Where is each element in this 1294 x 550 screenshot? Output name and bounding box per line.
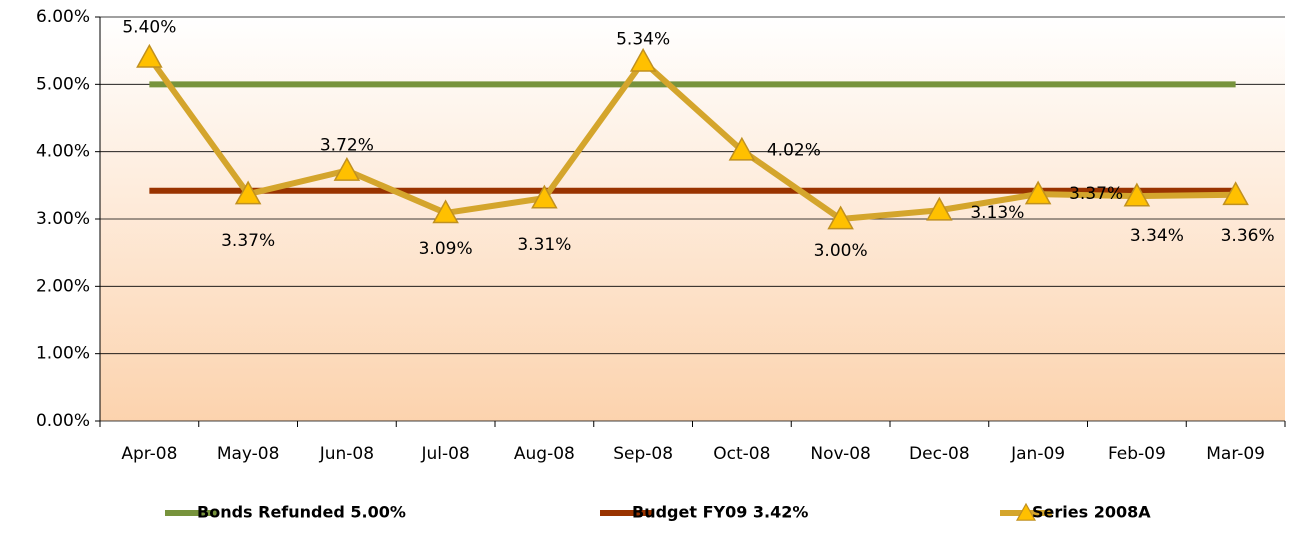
marker: [1024, 180, 1052, 205]
x-tick-label: Aug-08: [514, 444, 575, 464]
legend-marker: [1015, 502, 1037, 521]
marker: [234, 180, 262, 205]
y-tick-label: 2.00%: [36, 276, 90, 296]
data-label: 3.00%: [814, 241, 868, 261]
marker: [728, 136, 756, 161]
legend-label: Series 2008A: [1032, 503, 1151, 522]
x-tick-label: Jun-08: [319, 444, 374, 464]
marker: [136, 43, 163, 68]
y-tick-label: 4.00%: [36, 142, 90, 162]
data-label: 3.37%: [221, 231, 275, 251]
x-tick-label: Jan-09: [1010, 444, 1065, 464]
x-tick-label: May-08: [217, 444, 280, 464]
data-label: 3.37%: [1069, 184, 1123, 204]
x-tick-label: Apr-08: [121, 444, 177, 464]
legend-label: Budget FY09 3.42%: [632, 503, 808, 522]
y-tick-label: 0.00%: [36, 411, 90, 431]
y-tick-label: 3.00%: [36, 209, 90, 229]
y-tick-label: 6.00%: [36, 7, 90, 27]
data-label: 3.72%: [320, 136, 374, 156]
marker: [333, 156, 361, 181]
data-label: 3.09%: [419, 239, 473, 259]
y-tick-label: 1.00%: [36, 344, 90, 364]
x-tick-label: Sep-08: [613, 444, 673, 464]
data-label: 3.34%: [1130, 226, 1184, 246]
data-label: 5.40%: [122, 17, 176, 37]
data-label: 3.31%: [517, 235, 571, 255]
marker: [531, 184, 558, 209]
marker: [629, 47, 657, 72]
data-label: 3.36%: [1221, 226, 1275, 246]
marker: [1123, 182, 1151, 207]
x-tick-label: Nov-08: [810, 444, 871, 464]
legend-label: Bonds Refunded 5.00%: [197, 503, 406, 522]
x-tick-label: Feb-09: [1108, 444, 1166, 464]
x-tick-label: Dec-08: [909, 444, 970, 464]
data-label: 5.34%: [616, 29, 670, 49]
y-tick-label: 5.00%: [36, 74, 90, 94]
marker: [432, 199, 459, 224]
x-tick-label: Oct-08: [713, 444, 770, 464]
marker: [827, 205, 854, 230]
data-label: 3.13%: [970, 203, 1024, 223]
x-tick-label: Mar-09: [1206, 444, 1265, 464]
data-label: 4.02%: [767, 140, 821, 160]
marker: [926, 196, 953, 221]
series-line: [146, 55, 1236, 222]
x-tick-label: Jul-08: [420, 444, 469, 464]
marker: [1222, 181, 1249, 206]
